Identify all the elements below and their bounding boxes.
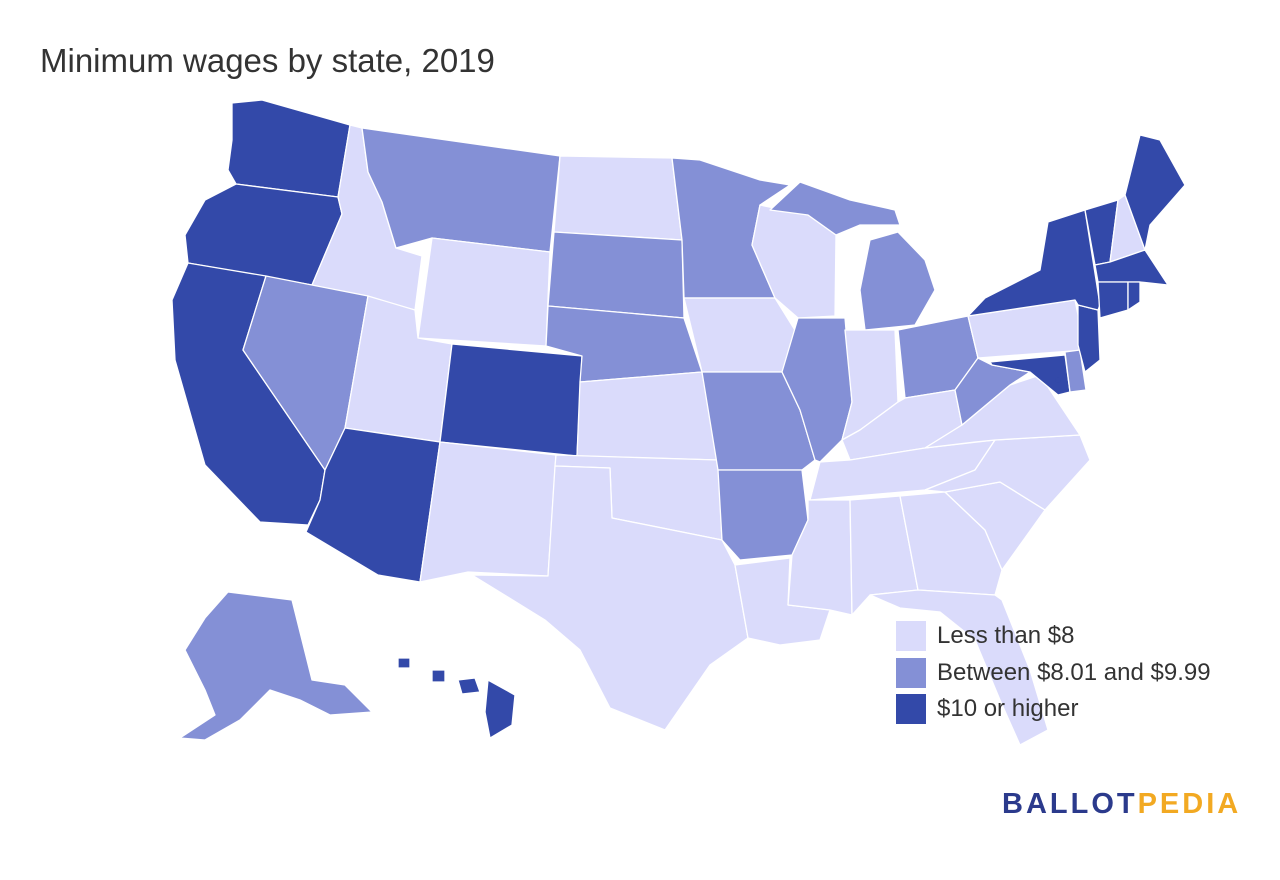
legend-swatch-low xyxy=(896,621,926,652)
state-nd[interactable] xyxy=(553,155,683,241)
state-ks[interactable] xyxy=(576,371,719,461)
state-ak[interactable] xyxy=(179,591,373,741)
legend-label-high: $10 or higher xyxy=(937,695,1079,723)
state-mi-upper[interactable] xyxy=(769,181,901,236)
legend-swatch-mid xyxy=(896,657,926,688)
state-wy[interactable] xyxy=(417,237,551,347)
state-co[interactable] xyxy=(439,343,583,457)
state-hi-kauai[interactable] xyxy=(397,657,411,669)
state-hi-main[interactable] xyxy=(484,679,516,739)
state-mt[interactable] xyxy=(361,127,561,253)
map-legend: Less than $8 Between $8.01 and $9.99 $10… xyxy=(896,618,1211,728)
state-ny[interactable] xyxy=(967,209,1101,317)
state-ar[interactable] xyxy=(717,469,809,561)
legend-item-mid: Between $8.01 and $9.99 xyxy=(896,655,1211,692)
legend-label-low: Less than $8 xyxy=(937,622,1075,650)
state-hi-maui[interactable] xyxy=(457,677,481,695)
legend-label-mid: Between $8.01 and $9.99 xyxy=(937,658,1211,686)
logo-text-ballot: BALLOT xyxy=(1002,788,1138,820)
state-wi[interactable] xyxy=(751,204,837,319)
state-wa[interactable] xyxy=(227,99,351,198)
state-de[interactable] xyxy=(1064,349,1087,393)
state-mi-lower[interactable] xyxy=(859,231,936,331)
state-dc[interactable] xyxy=(1055,377,1061,383)
state-ri[interactable] xyxy=(1127,281,1141,311)
state-sd[interactable] xyxy=(547,231,685,319)
state-tx[interactable] xyxy=(471,465,749,731)
state-ct[interactable] xyxy=(1097,281,1129,319)
state-la[interactable] xyxy=(734,557,831,646)
state-ia[interactable] xyxy=(683,297,799,373)
legend-swatch-high xyxy=(896,694,926,725)
state-hi-oahu[interactable] xyxy=(431,669,446,683)
state-nm[interactable] xyxy=(419,441,557,583)
legend-item-high: $10 or higher xyxy=(896,691,1211,728)
state-nc[interactable] xyxy=(924,434,1091,511)
legend-item-low: Less than $8 xyxy=(896,618,1211,655)
map-title: Minimum wages by state, 2019 xyxy=(40,42,495,79)
ballotpedia-logo: BALLOTPEDIA xyxy=(1002,788,1241,821)
state-fl[interactable] xyxy=(869,589,1049,746)
logo-text-pedia: PEDIA xyxy=(1137,788,1242,820)
